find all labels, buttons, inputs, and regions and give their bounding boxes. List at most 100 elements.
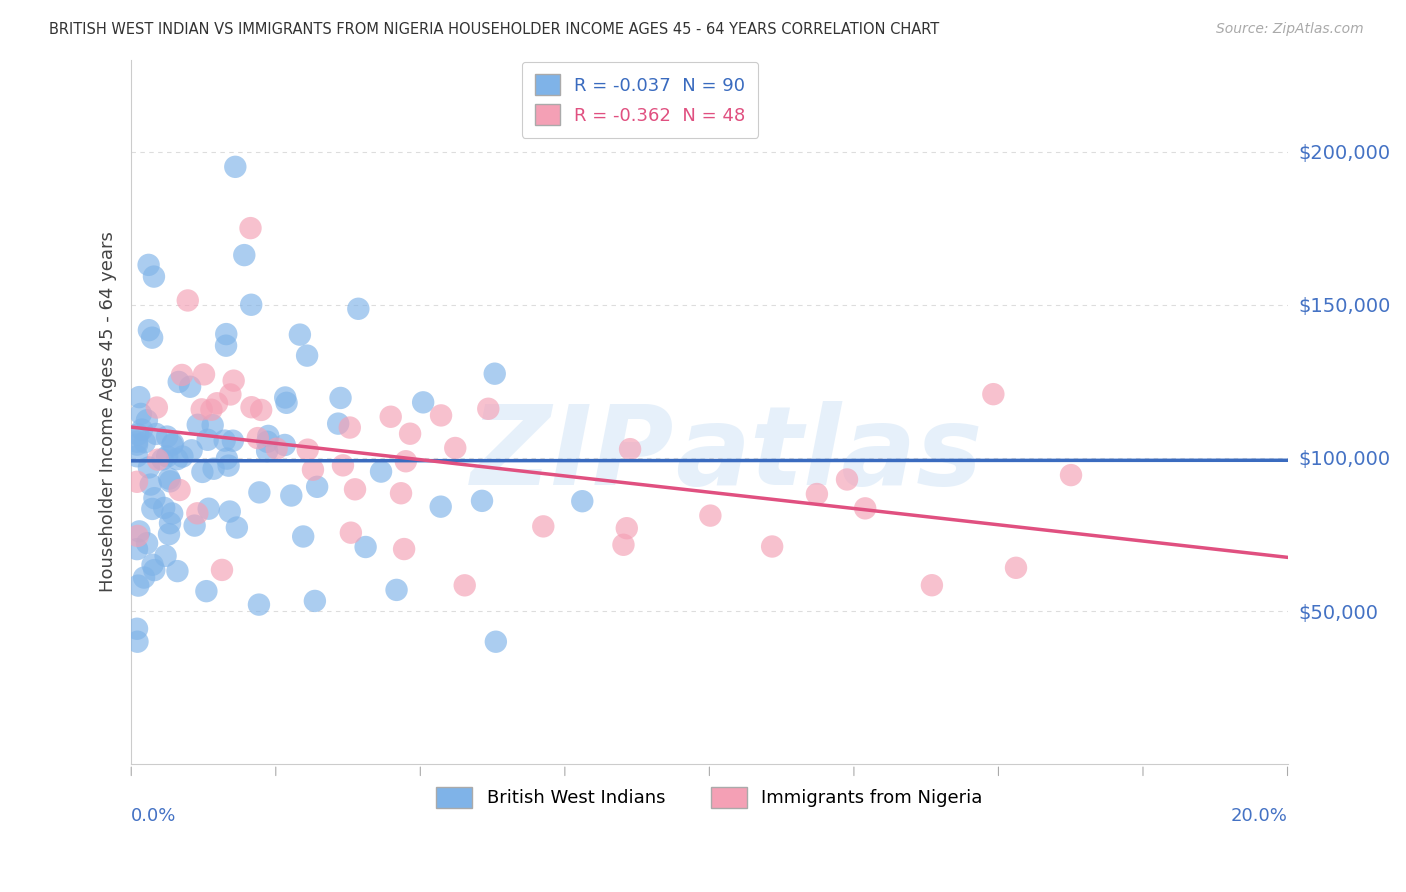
Point	[141, 558, 163, 572]
Point	[127, 529, 149, 543]
Point	[215, 339, 238, 353]
Point	[329, 391, 352, 405]
Point	[135, 413, 157, 427]
Point	[128, 390, 150, 404]
Point	[128, 524, 150, 539]
Point	[444, 441, 467, 455]
Point	[292, 529, 315, 543]
Point	[143, 491, 166, 505]
Point	[240, 401, 263, 415]
Point	[339, 420, 361, 434]
Point	[430, 409, 453, 423]
Point	[392, 542, 415, 557]
Point	[247, 485, 270, 500]
Point	[156, 450, 179, 464]
Point	[125, 434, 148, 449]
Text: ZIP: ZIP	[471, 401, 675, 508]
Y-axis label: Householder Income Ages 45 - 64 years: Householder Income Ages 45 - 64 years	[100, 232, 117, 592]
Point	[125, 450, 148, 464]
Point	[921, 578, 943, 592]
Point	[853, 501, 876, 516]
Point	[146, 401, 169, 415]
Point	[612, 538, 634, 552]
Text: 0.0%: 0.0%	[131, 806, 177, 824]
Point	[256, 444, 278, 458]
Text: atlas: atlas	[675, 401, 981, 508]
Point	[250, 403, 273, 417]
Text: Source: ZipAtlas.com: Source: ZipAtlas.com	[1216, 22, 1364, 37]
Point	[485, 634, 508, 648]
Point	[761, 540, 783, 554]
Text: BRITISH WEST INDIAN VS IMMIGRANTS FROM NIGERIA HOUSEHOLDER INCOME AGES 45 - 64 Y: BRITISH WEST INDIAN VS IMMIGRANTS FROM N…	[49, 22, 939, 37]
Point	[302, 463, 325, 477]
Point	[160, 507, 183, 521]
Point	[340, 525, 363, 540]
Point	[531, 519, 554, 533]
Point	[152, 452, 174, 467]
Point	[218, 504, 240, 518]
Point	[167, 375, 190, 389]
Point	[205, 396, 228, 410]
Point	[143, 563, 166, 577]
Point	[484, 367, 506, 381]
Point	[202, 461, 225, 475]
Point	[200, 402, 222, 417]
Point	[328, 417, 350, 431]
Point	[134, 435, 156, 450]
Point	[190, 402, 212, 417]
Point	[195, 584, 218, 599]
Point	[166, 452, 188, 467]
Point	[222, 374, 245, 388]
Point	[201, 418, 224, 433]
Point	[172, 450, 194, 464]
Point	[370, 465, 392, 479]
Point	[1005, 561, 1028, 575]
Point	[257, 429, 280, 443]
Point	[215, 327, 238, 342]
Point	[125, 437, 148, 451]
Point	[477, 401, 499, 416]
Point	[380, 409, 402, 424]
Point	[162, 436, 184, 450]
Point	[274, 438, 297, 452]
Point	[806, 487, 828, 501]
Point	[276, 396, 298, 410]
Point	[139, 477, 162, 491]
Point	[211, 563, 233, 577]
Point	[186, 506, 208, 520]
Point	[266, 442, 288, 456]
Point	[222, 434, 245, 448]
Point	[344, 483, 367, 497]
Text: 20.0%: 20.0%	[1230, 806, 1288, 824]
Point	[246, 431, 269, 445]
Point	[224, 160, 246, 174]
Point	[354, 540, 377, 554]
Point	[218, 458, 240, 473]
Point	[983, 387, 1005, 401]
Point	[619, 442, 641, 457]
Point	[616, 521, 638, 535]
Point	[160, 438, 183, 452]
Point	[138, 460, 160, 475]
Point	[166, 564, 188, 578]
Point	[136, 536, 159, 550]
Point	[169, 483, 191, 497]
Point	[412, 395, 434, 409]
Point	[347, 301, 370, 316]
Point	[395, 454, 418, 468]
Point	[385, 582, 408, 597]
Point	[142, 269, 165, 284]
Point	[197, 501, 219, 516]
Point	[145, 426, 167, 441]
Point	[835, 473, 858, 487]
Point	[157, 527, 180, 541]
Point	[214, 434, 236, 448]
Point	[295, 349, 318, 363]
Point	[247, 598, 270, 612]
Point	[471, 493, 494, 508]
Point	[240, 298, 263, 312]
Point	[193, 368, 215, 382]
Point	[332, 458, 354, 473]
Point	[131, 423, 153, 437]
Point	[146, 452, 169, 467]
